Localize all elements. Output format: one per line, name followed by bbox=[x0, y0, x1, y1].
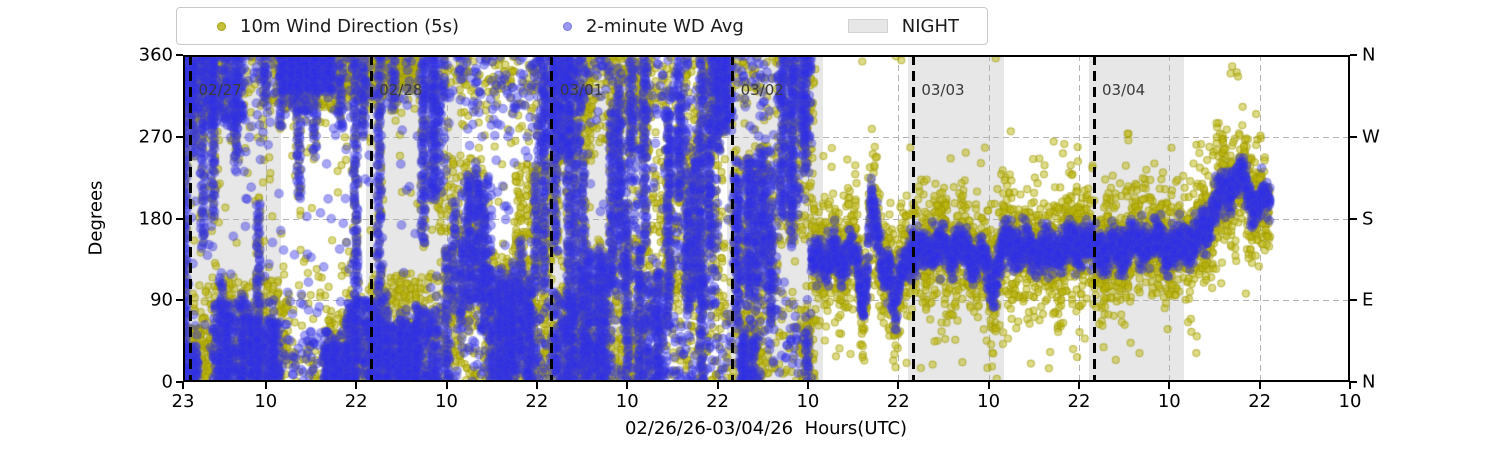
y-tick-mark-right bbox=[1350, 54, 1357, 56]
legend-label-10m-wind: 10m Wind Direction (5s) bbox=[240, 15, 460, 37]
x-axis-title: 02/26/26-03/04/26 Hours(UTC) bbox=[624, 418, 908, 439]
x-tick-mark bbox=[264, 382, 267, 389]
x-tick-mark bbox=[806, 382, 809, 389]
day-boundary-line bbox=[189, 55, 193, 382]
y-tick-mark bbox=[176, 135, 183, 138]
day-label: 02/28 bbox=[379, 81, 423, 99]
y-tick-mark bbox=[176, 381, 183, 383]
compass-tick-label: E bbox=[1362, 289, 1374, 311]
y-tick-mark bbox=[176, 54, 183, 56]
x-tick-label: 22 bbox=[525, 391, 549, 412]
wind-5s-marker-icon bbox=[217, 21, 226, 31]
x-tick-mark bbox=[445, 382, 448, 389]
compass-tick-label: N bbox=[1362, 371, 1376, 393]
night-swatch-icon bbox=[847, 19, 888, 33]
day-boundary-line bbox=[731, 55, 735, 382]
day-label: 02/27 bbox=[198, 81, 242, 99]
compass-tick-label: S bbox=[1362, 208, 1374, 229]
x-tick-label: 22 bbox=[1248, 391, 1272, 412]
scatter-canvas bbox=[183, 55, 1350, 382]
x-tick-label: 22 bbox=[706, 391, 729, 412]
x-tick-mark bbox=[1349, 382, 1351, 389]
x-tick-mark bbox=[1168, 382, 1171, 389]
legend-item-night: NIGHT bbox=[847, 15, 959, 37]
y-tick-mark bbox=[176, 217, 183, 220]
x-tick-mark bbox=[182, 382, 184, 389]
x-tick-label: 10 bbox=[615, 391, 639, 412]
day-boundary-line bbox=[550, 55, 554, 382]
day-label: 03/04 bbox=[1102, 81, 1146, 99]
x-tick-label: 10 bbox=[435, 391, 458, 412]
x-tick-label: 10 bbox=[977, 391, 1001, 412]
day-label: 03/01 bbox=[559, 81, 604, 99]
y-tick-mark-right bbox=[1350, 217, 1357, 220]
x-tick-label: 22 bbox=[1067, 391, 1091, 412]
x-tick-mark bbox=[716, 382, 719, 389]
x-tick-mark bbox=[535, 382, 538, 389]
y-tick-mark-right bbox=[1350, 135, 1357, 138]
legend-label-wd-avg: 2-minute WD Avg bbox=[585, 15, 744, 37]
legend-label-night: NIGHT bbox=[901, 15, 959, 37]
wd-avg-marker-icon bbox=[562, 21, 572, 31]
x-tick-label: 23 bbox=[171, 391, 195, 412]
day-label: 03/03 bbox=[921, 81, 965, 99]
x-tick-mark bbox=[355, 382, 358, 389]
x-tick-mark bbox=[987, 382, 990, 389]
x-tick-label: 22 bbox=[886, 391, 910, 412]
y-tick-label: 270 bbox=[138, 126, 173, 148]
legend-item-wd-avg: 2-minute WD Avg bbox=[562, 15, 744, 37]
x-tick-mark bbox=[626, 382, 629, 389]
day-boundary-line bbox=[1092, 55, 1096, 382]
y-tick-mark bbox=[176, 299, 183, 302]
y-tick-label: 180 bbox=[138, 208, 173, 229]
compass-tick-label: N bbox=[1362, 44, 1376, 66]
day-boundary-line bbox=[911, 55, 915, 382]
legend: 10m Wind Direction (5s) 2-minute WD Avg … bbox=[176, 7, 988, 45]
x-tick-label: 10 bbox=[254, 391, 278, 412]
y-tick-mark-right bbox=[1350, 299, 1357, 302]
x-tick-mark bbox=[897, 382, 900, 389]
y-tick-label: 0 bbox=[161, 371, 173, 393]
x-tick-mark bbox=[1258, 382, 1261, 389]
y-tick-label: 90 bbox=[150, 289, 173, 311]
x-tick-label: 22 bbox=[344, 391, 368, 412]
legend-item-10m-wind: 10m Wind Direction (5s) bbox=[217, 16, 459, 37]
compass-tick-label: W bbox=[1362, 126, 1380, 148]
x-tick-label: 10 bbox=[1338, 391, 1362, 412]
y-tick-label: 360 bbox=[138, 44, 173, 66]
day-label: 03/02 bbox=[740, 81, 784, 99]
day-boundary-line bbox=[369, 55, 373, 382]
x-tick-label: 10 bbox=[796, 391, 820, 412]
y-axis-title: Degrees bbox=[85, 180, 107, 256]
x-tick-mark bbox=[1077, 382, 1080, 389]
x-tick-label: 10 bbox=[1157, 391, 1181, 412]
y-tick-mark-right bbox=[1350, 381, 1357, 383]
